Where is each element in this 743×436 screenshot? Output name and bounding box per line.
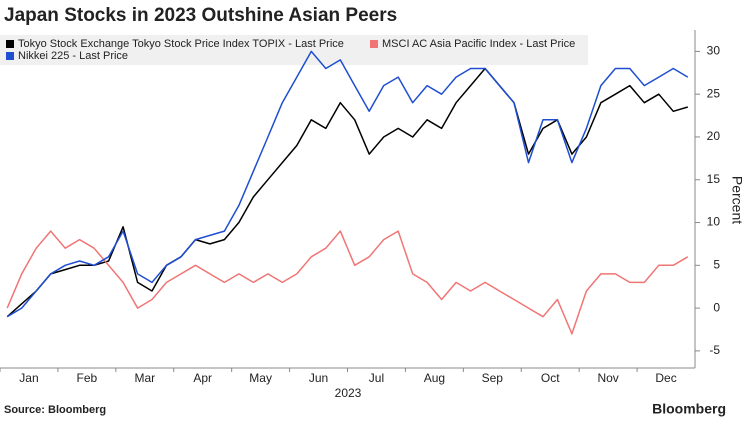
x-tick-label: May [249,371,272,385]
y-axis-title: Percent [729,176,743,224]
y-tick-label: 5 [713,257,720,271]
legend-label: Tokyo Stock Exchange Tokyo Stock Price I… [18,38,344,50]
x-tick-label: Nov [597,371,618,385]
x-tick-label: Jun [309,371,328,385]
y-tick-label: 20 [707,129,721,143]
x-tick-label: Oct [541,371,560,385]
x-tick-label: Dec [655,371,676,385]
y-tick-label: -5 [709,343,720,357]
legend-swatch [6,40,14,48]
series-line [6,230,689,335]
legend-swatch [6,52,14,60]
legend-label: Nikkei 225 - Last Price [18,50,128,62]
x-tick-label: Apr [193,371,212,385]
x-tick-label: Aug [424,371,445,385]
y-tick-label: 30 [707,44,721,58]
y-tick-label: 0 [713,300,720,314]
x-tick-label: Feb [77,371,98,385]
y-tick-label: 25 [707,86,721,100]
legend: Tokyo Stock Exchange Tokyo Stock Price I… [6,38,575,62]
legend-box [0,35,588,65]
x-tick-label: Sep [482,371,504,385]
y-tick-label: 15 [707,172,721,186]
series-line [6,50,689,318]
x-tick-label: Jul [369,371,384,385]
chart-title: Japan Stocks in 2023 Outshine Asian Peer… [4,5,397,26]
brand: Bloomberg [652,401,726,417]
x-axis-title: 2023 [335,386,362,400]
legend-label: MSCI AC Asia Pacific Index - Last Price [382,38,575,50]
series-line [6,67,689,318]
x-tick-label: Jan [19,371,38,385]
source: Source: Bloomberg [4,404,106,416]
x-tick-label: Mar [134,371,155,385]
y-tick-label: 10 [707,215,721,229]
legend-swatch [370,40,378,48]
